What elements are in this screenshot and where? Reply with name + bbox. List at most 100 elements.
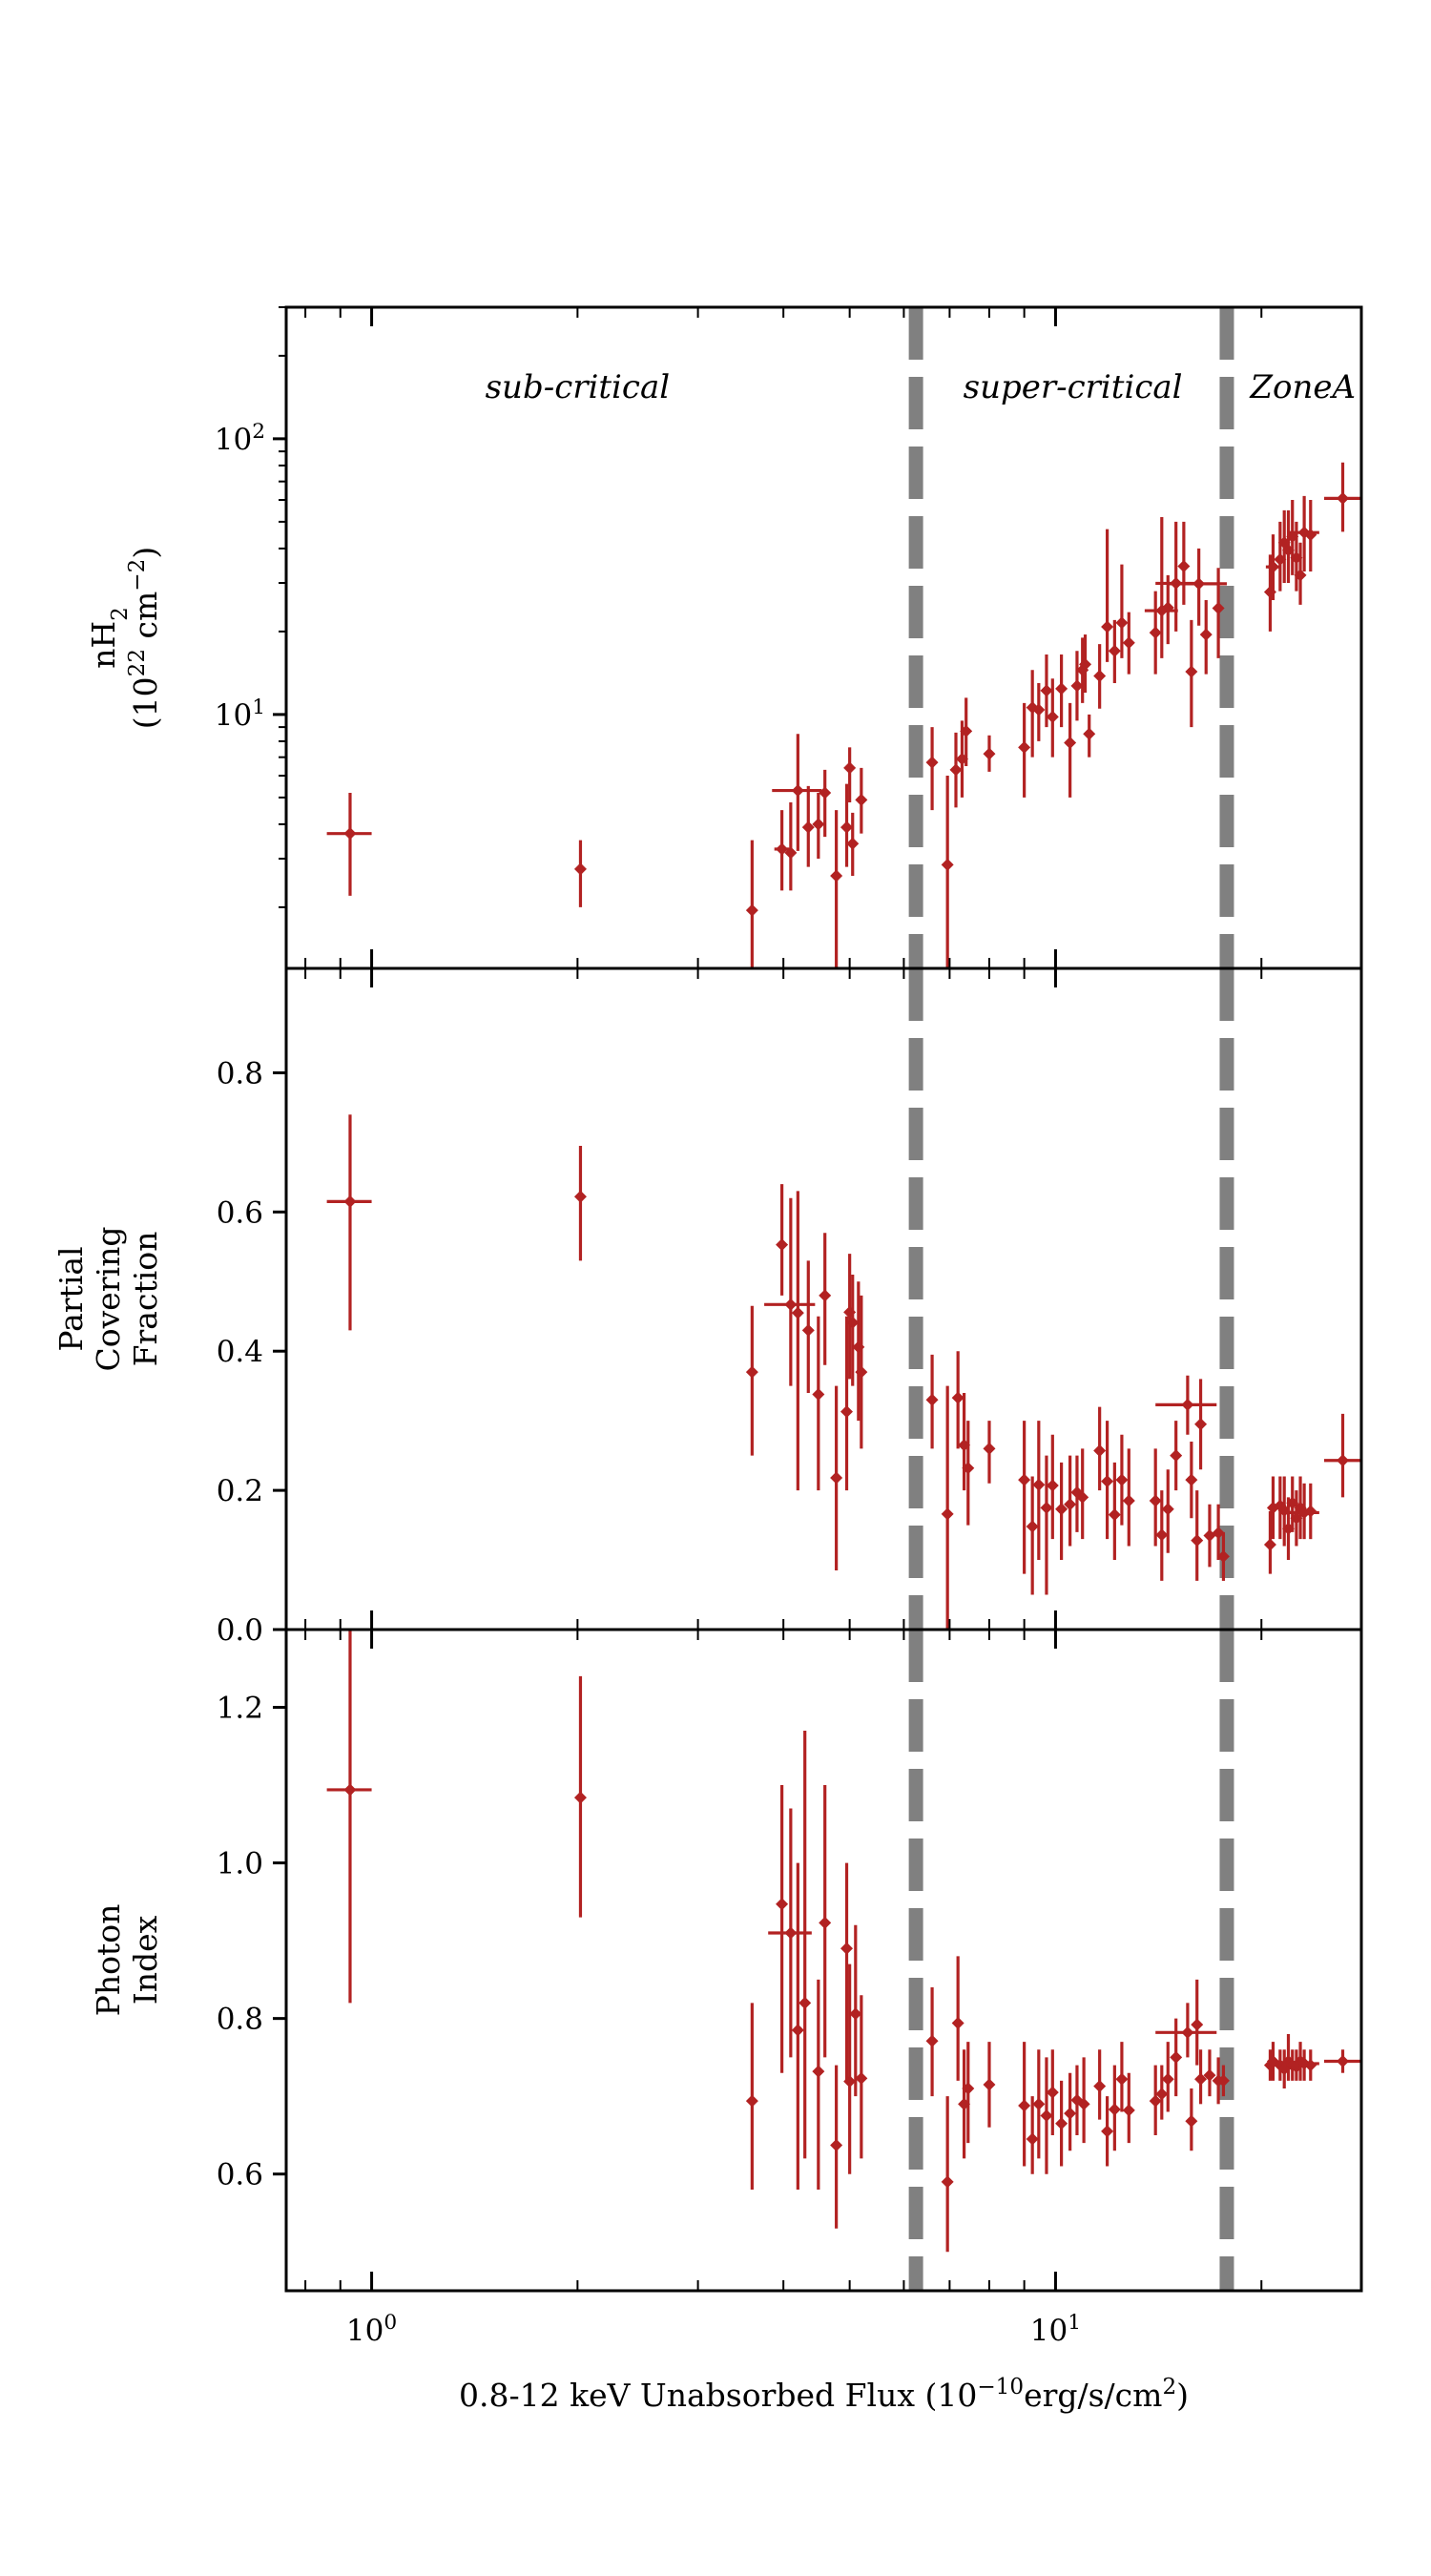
data-point [1144, 516, 1178, 658]
data-point [1216, 2065, 1230, 2097]
data-point [1194, 2049, 1208, 2105]
data-point [774, 810, 790, 891]
data-point [745, 1305, 758, 1456]
data-marker [784, 1926, 798, 1940]
data-point [1064, 2072, 1077, 2151]
data-point [1294, 542, 1307, 605]
data-point [840, 1316, 854, 1491]
data-point [745, 2003, 758, 2191]
data-marker [1093, 1444, 1107, 1458]
data-marker [1115, 616, 1129, 630]
data-marker [801, 821, 815, 834]
data-point [745, 840, 758, 968]
data-point [941, 775, 954, 968]
data-point [1076, 1448, 1089, 1540]
data-marker [1212, 1527, 1225, 1540]
data-marker [1149, 1494, 1162, 1507]
data-point [1046, 678, 1059, 758]
series-pcf [326, 1114, 1360, 1630]
data-point [1115, 1434, 1129, 1526]
data-point [1170, 2018, 1183, 2097]
data-marker [840, 821, 854, 834]
data-marker [1203, 2068, 1216, 2082]
data-point [791, 1191, 804, 1491]
data-point [1122, 1448, 1135, 1547]
data-marker [1026, 2132, 1039, 2146]
data-point [1108, 2065, 1121, 2151]
data-marker [1177, 559, 1191, 572]
data-marker [784, 1298, 798, 1311]
x-tick-label: 101 [1030, 2311, 1081, 2349]
y-axis-label: Photon Index [90, 1904, 164, 2017]
series-gamma [326, 1630, 1360, 2253]
data-point [1304, 500, 1317, 572]
data-marker [840, 1942, 854, 1955]
data-point [1040, 654, 1053, 728]
data-point [1040, 1455, 1053, 1595]
data-marker [1018, 1473, 1031, 1486]
data-marker [819, 1916, 832, 1929]
data-point [962, 1421, 975, 1526]
data-point [1064, 702, 1077, 798]
data-point [1040, 2057, 1053, 2174]
data-point [791, 1862, 804, 2191]
data-marker [1181, 2025, 1194, 2039]
y-tick-label: 0.4 [217, 1335, 263, 1369]
data-marker [1108, 644, 1121, 657]
data-marker [1191, 2018, 1204, 2031]
data-point [1203, 1504, 1216, 1568]
y-axis-label-line: Photon [90, 1904, 127, 2017]
data-point [573, 1675, 587, 1918]
data-marker [784, 846, 798, 860]
data-marker [1108, 1508, 1121, 1522]
data-point [983, 2042, 996, 2128]
data-marker [1026, 1520, 1039, 1533]
data-marker [962, 1462, 975, 1475]
data-marker [1046, 710, 1059, 723]
data-point [812, 1316, 825, 1491]
data-point [776, 1184, 789, 1296]
data-marker [951, 2017, 964, 2030]
data-marker [798, 1996, 812, 2009]
data-point [830, 2065, 843, 2229]
data-marker [925, 756, 939, 769]
data-point [784, 802, 798, 891]
data-marker [1161, 2072, 1174, 2086]
data-marker [1194, 1418, 1208, 1431]
data-point [1093, 1406, 1107, 1491]
data-marker [1149, 626, 1162, 639]
data-marker [343, 1783, 357, 1797]
data-point [1323, 2049, 1360, 2073]
data-point [855, 1295, 868, 1449]
data-marker [830, 2139, 843, 2152]
data-marker [1070, 679, 1084, 693]
panel-pcf: 0.0 0.2 0.4 0.6 0.8 Partial Covering Fraction [52, 966, 1363, 1648]
data-marker [1199, 628, 1213, 641]
y-tick-label: 0.6 [217, 1195, 263, 1230]
data-marker [1216, 1549, 1230, 1563]
data-point [1122, 2072, 1135, 2144]
data-point [1032, 2049, 1046, 2159]
data-point [855, 767, 868, 834]
data-marker [1040, 1501, 1053, 1514]
data-marker [745, 2094, 758, 2108]
data-marker [1064, 2107, 1077, 2120]
data-marker [1101, 1475, 1114, 1488]
data-marker [573, 1791, 587, 1804]
data-marker [1079, 657, 1092, 671]
data-point [1177, 521, 1191, 605]
y-axis-label-line: (1022 cm−2) [125, 547, 164, 729]
data-marker [1161, 601, 1174, 614]
panel-nh: 101 102 nH2(1022 cm−2) sub-critical super-cr… [85, 305, 1363, 970]
data-point [1194, 1379, 1208, 1470]
data-marker [1115, 1473, 1129, 1486]
data-marker [1076, 1490, 1089, 1504]
data-point [925, 1354, 939, 1449]
data-marker [1101, 620, 1114, 634]
region-label: ZoneA [1249, 368, 1356, 406]
data-marker [925, 1393, 939, 1406]
data-point [925, 1987, 939, 2097]
data-point [951, 1351, 964, 1449]
data-point [960, 697, 973, 766]
data-marker [1155, 1528, 1169, 1542]
